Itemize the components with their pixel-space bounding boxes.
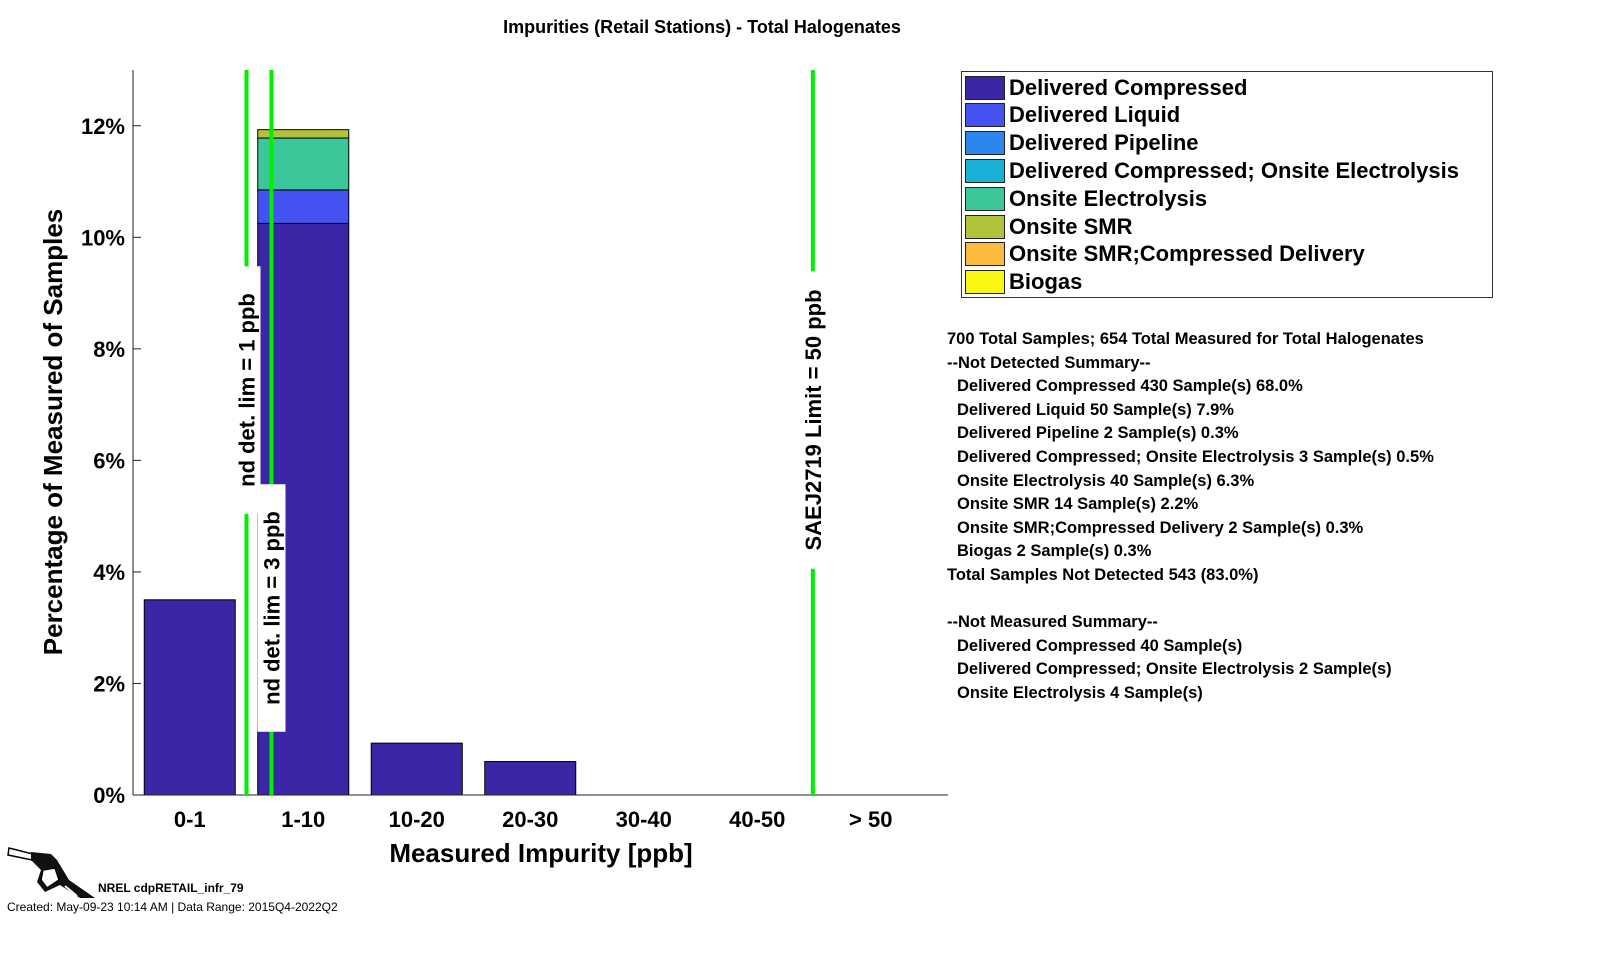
not-detected-item: Delivered Compressed 430 Sample(s) 68.0% [957,377,1303,396]
fuel-nozzle-logo-icon [7,847,95,898]
created-info: Created: May-09-23 10:14 AM | Data Range… [7,900,338,914]
not-detected-item: Onsite SMR;Compressed Delivery 2 Sample(… [957,518,1364,537]
legend-item: Delivered Pipeline [965,130,1199,157]
reference-label-background [798,271,827,569]
y-tick-label: 4% [93,560,125,585]
summary-text: 700 Total Samples; 654 Total Measured fo… [947,328,1434,706]
not-measured-item: Delivered Compressed 40 Sample(s) [957,636,1243,655]
y-tick-label: 8% [93,337,125,362]
x-tick-label: 1-10 [281,807,325,832]
bar-segment [143,599,236,796]
y-tick-label: 0% [93,783,125,808]
legend-item: Delivered Compressed; Onsite Electrolysi… [965,157,1459,184]
logo-text: NREL cdpRETAIL_infr_79 [98,881,244,895]
bar-segment [484,761,577,796]
legend-label: Delivered Pipeline [1009,130,1199,156]
chart-title: Impurities (Retail Stations) - Total Hal… [503,17,901,37]
legend-item: Onsite Electrolysis [965,185,1207,212]
legend-item: Onsite SMR;Compressed Delivery [965,241,1365,268]
x-tick-label: 20-30 [502,807,558,832]
x-tick-label: 30-40 [616,807,672,832]
legend-item: Delivered Liquid [965,102,1180,129]
x-axis-label: Measured Impurity [ppb] [389,838,692,868]
not-measured-item: Delivered Compressed; Onsite Electrolysi… [957,660,1392,679]
bar-segment [257,129,350,139]
legend-label: Delivered Liquid [1009,102,1181,128]
y-tick-label: 12% [81,114,125,139]
not-detected-title: --Not Detected Summary-- [947,353,1151,372]
reference-label-background [232,266,261,514]
legend-item: Delivered Compressed [965,74,1247,101]
summary-header: 700 Total Samples; 654 Total Measured fo… [947,330,1424,348]
legend-swatch [965,214,1005,239]
legend-label: Delivered Compressed; Onsite Electrolysi… [1009,157,1459,183]
x-tick-label: 40-50 [729,807,785,832]
legend-swatch [965,242,1005,267]
reference-line-label: SAEJ2719 Limit = 50 ppb [801,289,826,550]
not-measured-title: --Not Measured Summary-- [947,613,1158,632]
not-detected-item: Onsite Electrolysis 40 Sample(s) 6.3% [957,471,1255,490]
legend-swatch [965,103,1005,128]
not-detected-item: Delivered Liquid 50 Sample(s) 7.9% [957,400,1234,419]
legend-swatch [965,158,1005,183]
y-tick-label: 6% [93,448,125,473]
x-tick-label: 10-20 [389,807,445,832]
legend-label: Biogas [1009,269,1083,295]
legend-item: Onsite SMR [965,213,1132,240]
y-axis-label: Percentage of Measured of Samples [38,209,68,655]
legend-label: Onsite SMR [1009,213,1133,239]
summary-spacer [947,588,1434,612]
legend-swatch [965,131,1005,156]
legend: Delivered Compressed Delivered Liquid Deli… [961,71,1493,298]
legend-item: Biogas [965,269,1082,296]
reference-line-label: nd det. lim = 3 ppb [259,511,284,705]
not-detected-item: Delivered Compressed; Onsite Electrolysi… [957,447,1434,466]
x-tick-label: > 50 [849,807,892,832]
not-measured-item: Onsite Electrolysis 4 Sample(s) [957,683,1203,702]
not-detected-item: Delivered Pipeline 2 Sample(s) 0.3% [957,424,1239,443]
y-tick-label: 10% [81,225,125,250]
legend-label: Onsite SMR;Compressed Delivery [1009,241,1365,267]
x-tick-label: 0-1 [174,807,206,832]
legend-label: Onsite Electrolysis [1009,185,1208,211]
total-not-detected: Total Samples Not Detected 543 (83.0%) [947,565,1259,584]
bar-segment [370,742,463,796]
legend-swatch [965,75,1005,100]
reference-line-label: nd det. lim = 1 ppb [235,293,260,487]
legend-swatch [965,186,1005,211]
reference-label-background [257,484,286,732]
y-tick-label: 2% [93,671,125,696]
not-detected-item: Biogas 2 Sample(s) 0.3% [957,542,1152,561]
not-detected-item: Onsite SMR 14 Sample(s) 2.2% [957,495,1199,514]
legend-label: Delivered Compressed [1009,74,1248,100]
legend-swatch [965,270,1005,295]
